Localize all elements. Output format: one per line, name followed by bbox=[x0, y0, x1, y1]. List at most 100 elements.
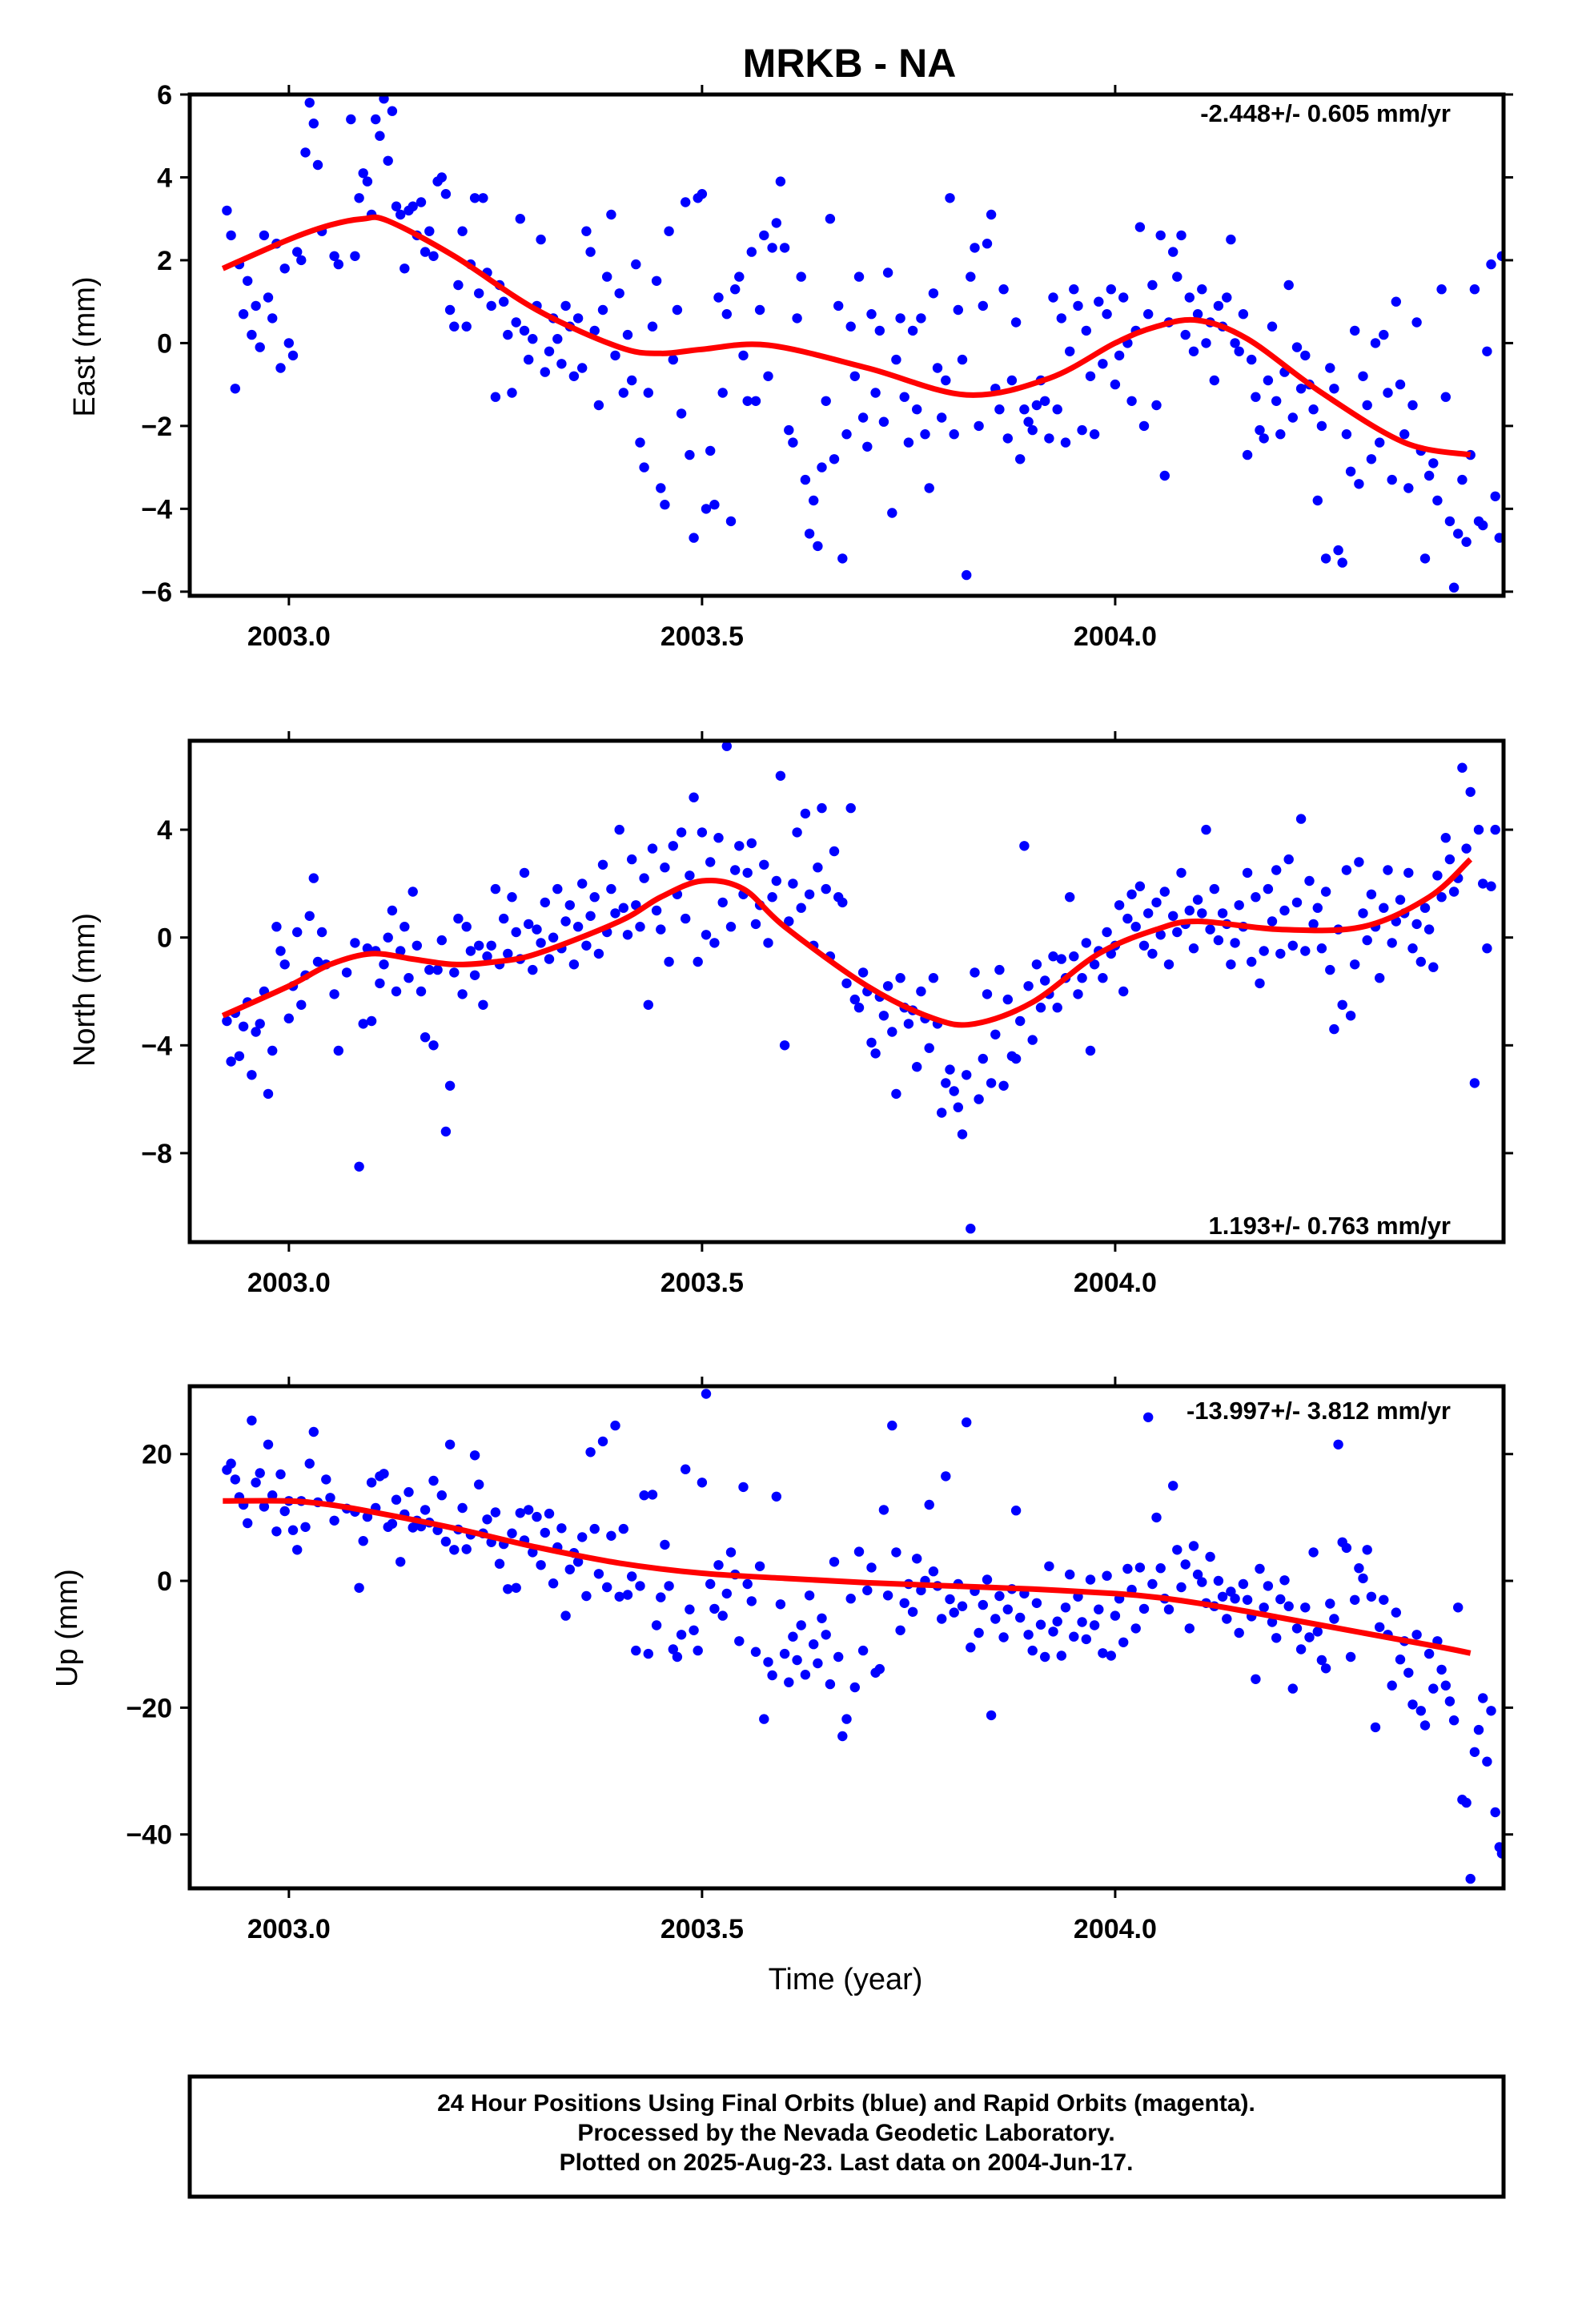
panel-up-data-point bbox=[1341, 1542, 1352, 1554]
panel-east-y-tick-label: 4 bbox=[157, 163, 172, 193]
panel-up-data-point bbox=[771, 1491, 781, 1502]
panel-east-data-point bbox=[1287, 412, 1299, 423]
panel-up-data-point bbox=[1180, 1559, 1191, 1570]
panel-north-data-point bbox=[1366, 889, 1377, 900]
panel-up-data-point bbox=[469, 1450, 480, 1461]
panel-north-data-point bbox=[643, 999, 653, 1011]
panel-up-data-point bbox=[809, 1639, 819, 1650]
panel-up-data-point bbox=[1048, 1626, 1058, 1637]
panel-east-data-point bbox=[1027, 424, 1038, 436]
panel-up-data-point bbox=[672, 1651, 683, 1663]
panel-north-y-tick-label: 4 bbox=[157, 815, 172, 846]
panel-up-data-point bbox=[1255, 1563, 1265, 1574]
panel-up-data-point bbox=[1440, 1680, 1452, 1691]
panel-north-data-point bbox=[647, 843, 658, 854]
panel-up-data-point bbox=[899, 1598, 909, 1609]
panel-up-data-point bbox=[1370, 1722, 1381, 1733]
panel-up-data-point bbox=[1300, 1602, 1311, 1613]
panel-east-data-point bbox=[1345, 466, 1356, 476]
panel-east-data-point bbox=[825, 214, 836, 224]
panel-up-data-point bbox=[1304, 1632, 1315, 1642]
panel-up-frame bbox=[187, 1384, 1506, 1891]
panel-up-data-point bbox=[986, 1710, 997, 1721]
panel-east-data-point bbox=[1399, 429, 1410, 440]
panel-east-data-point bbox=[581, 226, 592, 236]
panel-up-data-point bbox=[1275, 1594, 1286, 1605]
panel-north-data-point bbox=[945, 1064, 955, 1075]
panel-up-data-point bbox=[1023, 1630, 1034, 1640]
panel-up-data-point bbox=[300, 1522, 311, 1533]
panel-east-data-point bbox=[1002, 433, 1014, 444]
panel-east-data-point bbox=[1081, 325, 1092, 336]
panel-east-data-point bbox=[312, 159, 323, 171]
panel-up-data-point bbox=[887, 1420, 897, 1431]
panel-east-data-point bbox=[1275, 429, 1286, 440]
panel-up-data-point bbox=[1325, 1598, 1335, 1609]
panel-up-data-point bbox=[304, 1458, 315, 1469]
panel-up-data-point bbox=[788, 1631, 798, 1642]
panel-east-data-point bbox=[672, 304, 683, 316]
panel-north-data-point bbox=[1341, 865, 1352, 875]
panel-north-data-point bbox=[366, 1015, 377, 1027]
panel-north-data-point bbox=[1482, 943, 1492, 954]
panel-east-data-point bbox=[903, 437, 914, 448]
panel-east-data-point bbox=[511, 317, 521, 328]
panel-north-data-point bbox=[1329, 1023, 1339, 1035]
panel-up-data-point bbox=[379, 1469, 389, 1479]
panel-east-data-point bbox=[469, 193, 480, 203]
panel-north-frame bbox=[187, 738, 1506, 1244]
panel-up-data-point bbox=[1490, 1807, 1500, 1818]
panel-north-data-point bbox=[994, 964, 1005, 975]
panel-up-data-point bbox=[255, 1468, 265, 1478]
panel-north-data-point bbox=[457, 989, 468, 999]
panel-up-data-point bbox=[990, 1614, 1001, 1624]
panel-east-data-point bbox=[899, 392, 909, 402]
panel-east-data-point bbox=[478, 193, 488, 203]
panel-up-data-point bbox=[230, 1474, 240, 1485]
panel-east-data-point bbox=[602, 271, 612, 282]
panel-east-data-point bbox=[536, 234, 546, 245]
panel-up-data-point bbox=[1428, 1683, 1439, 1694]
panel-north-data-point bbox=[593, 948, 604, 959]
panel-up-data-point bbox=[618, 1523, 628, 1534]
panel-north-data-point bbox=[878, 1011, 889, 1021]
panel-east-data-point bbox=[821, 396, 831, 406]
panel-north-data-point bbox=[610, 908, 620, 919]
panel-up-data-point bbox=[1155, 1563, 1166, 1574]
panel-east-data-point bbox=[1383, 388, 1393, 398]
panel-east-data-point bbox=[585, 247, 596, 257]
panel-north-data-point bbox=[577, 879, 588, 889]
panel-north-data-point bbox=[1358, 908, 1368, 919]
panel-east-data-point bbox=[1419, 553, 1431, 564]
panel-east-data-point bbox=[568, 371, 580, 381]
panel-up-data-point bbox=[1473, 1724, 1484, 1735]
panel-up-data-point bbox=[1010, 1506, 1022, 1516]
panel-east-data-point bbox=[1015, 454, 1026, 464]
panel-east-data-point bbox=[396, 209, 406, 220]
panel-east-data-point bbox=[1440, 392, 1452, 402]
panel-east-data-point bbox=[1213, 300, 1224, 312]
panel-north-data-point bbox=[857, 967, 869, 978]
panel-up-data-point bbox=[627, 1571, 637, 1582]
panel-east-data-point bbox=[279, 263, 290, 274]
panel-up-data-point bbox=[849, 1682, 861, 1693]
panel-up-data-point bbox=[1350, 1594, 1360, 1606]
panel-up-data-point bbox=[668, 1644, 678, 1655]
panel-up-data-point bbox=[937, 1614, 947, 1624]
panel-north-data-point bbox=[1081, 938, 1092, 948]
panel-north-data-point bbox=[292, 927, 303, 938]
panel-north-data-point bbox=[1283, 854, 1294, 865]
panel-north-data-point bbox=[1159, 887, 1170, 897]
panel-east-data-point bbox=[742, 396, 753, 406]
panel-east-frame bbox=[187, 92, 1506, 598]
panel-up-y-tick-label: −20 bbox=[126, 1693, 172, 1723]
panel-east-data-point bbox=[882, 267, 893, 278]
panel-north-data-point bbox=[1287, 940, 1299, 951]
panel-north-data-point bbox=[449, 967, 460, 978]
panel-north-data-point bbox=[387, 905, 398, 916]
panel-east-data-point bbox=[849, 371, 861, 381]
panel-up-data-point bbox=[387, 1518, 398, 1530]
panel-north-data-point bbox=[1387, 938, 1397, 948]
panel-north-data-point bbox=[1048, 951, 1058, 962]
panel-north-data-point bbox=[238, 1021, 249, 1032]
